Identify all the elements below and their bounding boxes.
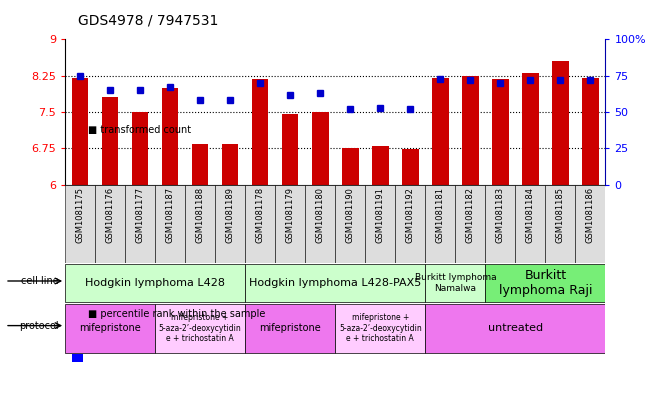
Text: GSM1081188: GSM1081188 [196,187,204,243]
Bar [95,185,125,263]
Text: mifepristone: mifepristone [259,323,321,333]
Text: Burkitt lymphoma
Namalwa: Burkitt lymphoma Namalwa [415,273,496,293]
Bar [245,185,275,263]
Bar [516,185,546,263]
Text: GSM1081175: GSM1081175 [76,187,85,243]
Bar [65,304,155,353]
Bar [486,264,605,302]
Bar [486,185,516,263]
Bar [425,304,605,353]
Text: GSM1081190: GSM1081190 [346,187,355,243]
Bar [365,185,395,263]
Text: GSM1081192: GSM1081192 [406,187,415,243]
Bar [185,185,215,263]
Text: GSM1081187: GSM1081187 [165,187,174,243]
Bar [72,28,83,177]
Bar [395,185,425,263]
Bar [312,112,329,185]
Text: GSM1081177: GSM1081177 [135,187,145,243]
Bar [245,304,335,353]
Bar [125,185,155,263]
Text: GSM1081189: GSM1081189 [226,187,235,243]
Text: GSM1081184: GSM1081184 [526,187,535,243]
Text: cell line: cell line [21,276,59,286]
Text: GSM1081186: GSM1081186 [586,187,595,243]
Bar [155,304,245,353]
Bar [342,148,359,185]
Text: GSM1081180: GSM1081180 [316,187,325,243]
Text: GSM1081179: GSM1081179 [286,187,295,243]
Bar [162,88,178,185]
Bar [402,149,419,185]
Text: GDS4978 / 7947531: GDS4978 / 7947531 [78,13,219,28]
Text: ■ percentile rank within the sample: ■ percentile rank within the sample [88,309,265,320]
Text: Hodgkin lymphoma L428-PAX5: Hodgkin lymphoma L428-PAX5 [249,278,421,288]
Text: GSM1081191: GSM1081191 [376,187,385,243]
Bar [65,185,95,263]
Text: GSM1081182: GSM1081182 [466,187,475,243]
Bar [65,264,245,302]
Bar [335,185,365,263]
Bar [546,185,575,263]
Bar [155,185,185,263]
Bar [72,78,89,185]
Text: GSM1081185: GSM1081185 [556,187,565,243]
Bar [335,304,425,353]
Bar [132,112,148,185]
Text: GSM1081181: GSM1081181 [436,187,445,243]
Text: Burkitt
lymphoma Raji: Burkitt lymphoma Raji [499,269,592,297]
Text: mifepristone: mifepristone [79,323,141,333]
Text: protocol: protocol [19,321,59,331]
Bar [425,264,486,302]
Bar [455,185,486,263]
Bar [305,185,335,263]
Text: ■ transformed count: ■ transformed count [88,125,191,135]
Bar [575,185,605,263]
Text: mifepristone +
5-aza-2’-deoxycytidin
e + trichostatin A: mifepristone + 5-aza-2’-deoxycytidin e +… [159,313,242,343]
Bar [372,146,389,185]
Text: mifepristone +
5-aza-2’-deoxycytidin
e + trichostatin A: mifepristone + 5-aza-2’-deoxycytidin e +… [339,313,422,343]
Bar [492,79,508,185]
Text: GSM1081183: GSM1081183 [496,187,505,243]
Bar [275,185,305,263]
Bar [462,75,478,185]
Bar [552,61,569,185]
Bar [72,212,83,362]
Bar [245,264,425,302]
Bar [102,97,118,185]
Text: Hodgkin lymphoma L428: Hodgkin lymphoma L428 [85,278,225,288]
Bar [432,78,449,185]
Text: GSM1081176: GSM1081176 [105,187,115,243]
Text: untreated: untreated [488,323,543,333]
Bar [582,78,599,185]
Bar [522,73,538,185]
Bar [215,185,245,263]
Text: GSM1081178: GSM1081178 [256,187,265,243]
Bar [252,79,268,185]
Bar [425,185,455,263]
Bar [282,114,299,185]
Bar [222,143,238,185]
Bar [192,143,208,185]
